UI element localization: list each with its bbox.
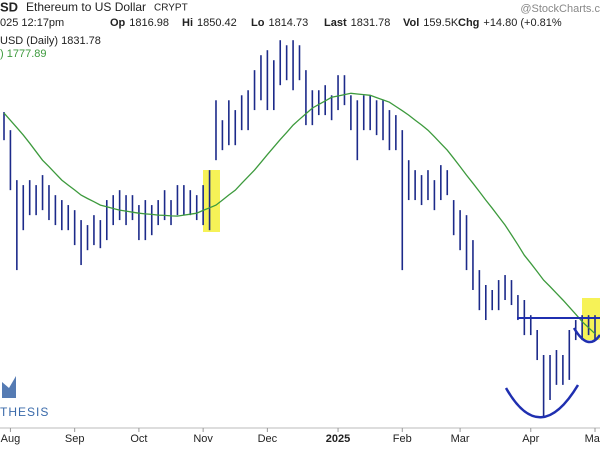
- x-tick-label: Dec: [258, 433, 278, 445]
- handle-arc: [572, 327, 600, 344]
- quote-item: Hi 1850.42: [182, 17, 237, 29]
- exchange: CRYPT: [154, 3, 188, 14]
- x-tick-label: Feb: [393, 433, 412, 445]
- moving-average: [3, 92, 596, 335]
- quote-label: Chg: [458, 17, 479, 29]
- x-tick-label: Mar: [451, 433, 470, 445]
- x-tick-label: 2025: [326, 433, 350, 445]
- timestamp: 025 12:17pm: [0, 17, 64, 29]
- x-tick-label: Oct: [130, 433, 147, 445]
- quote-value: 159.5K: [423, 17, 459, 29]
- quote-row: Op 1816.98 Hi 1850.42 Lo 1814.73 Last 1831.78 Vo…: [110, 17, 562, 29]
- quote-value: 1850.42: [197, 17, 237, 29]
- quote-label: Last: [324, 17, 347, 29]
- quote-item: Lo 1814.73: [251, 17, 308, 29]
- quote-label: Lo: [251, 17, 265, 29]
- quote-value: 1831.78: [351, 17, 391, 29]
- x-tick-label: Sep: [65, 433, 85, 445]
- highlight-box: [203, 170, 220, 232]
- quote-value: 1814.73: [268, 17, 308, 29]
- quote-label: Hi: [182, 17, 193, 29]
- logo-text: THESIS: [0, 405, 49, 419]
- cup-arc: [504, 384, 580, 419]
- x-tick-label: Aug: [1, 433, 21, 445]
- ma-legend: ) 1777.89: [0, 48, 46, 60]
- x-tick-label: May: [585, 433, 600, 445]
- price-legend: USD (Daily) 1831.78: [0, 35, 101, 47]
- quote-item: Vol 159.5K: [403, 17, 459, 29]
- logo-icon: [2, 376, 16, 398]
- quote-value: 1816.98: [129, 17, 169, 29]
- quote-label: Op: [110, 17, 126, 29]
- quote-item: Chg +14.80 (+0.81%: [458, 17, 562, 29]
- quote-item: Op 1816.98: [110, 17, 169, 29]
- chart-title: Ethereum to US Dollar: [26, 0, 146, 14]
- x-tick-label: Apr: [522, 433, 539, 445]
- quote-label: Vol: [403, 17, 419, 29]
- watermark: @StockCharts.c: [520, 3, 600, 15]
- quote-item: Last 1831.78: [324, 17, 390, 29]
- x-tick-label: Nov: [193, 433, 213, 445]
- plot: [3, 40, 596, 419]
- symbol: SD: [0, 0, 18, 14]
- quote-value: +14.80 (+0.81%: [483, 17, 562, 29]
